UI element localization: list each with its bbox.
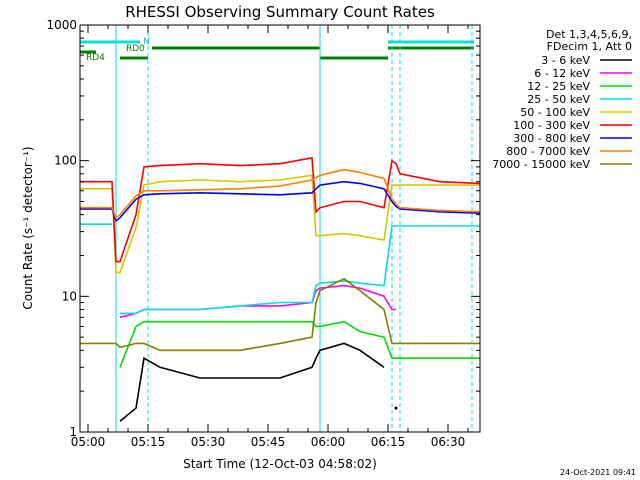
series-800-7000-kev	[80, 168, 481, 219]
att-state-label: RD0	[126, 44, 145, 54]
series-50-100-kev	[80, 174, 480, 274]
x-tick-label: 06:00	[311, 435, 346, 449]
legend-entry-label: 12 - 25 keV	[527, 80, 590, 93]
legend-header: FDecim 1, Att 0	[547, 40, 632, 53]
series-line	[80, 156, 481, 263]
series-3-6-kev	[119, 342, 398, 422]
legend-entry-label: 300 - 800 keV	[513, 132, 590, 145]
series-line	[119, 284, 396, 319]
legend-entry-label: 3 - 6 keV	[541, 54, 590, 67]
legend-entry-label: 800 - 7000 keV	[506, 145, 590, 158]
series-line	[80, 174, 480, 274]
y-axis-label: Count Rate (s⁻¹ detector⁻¹)	[21, 146, 35, 309]
plot-frame	[79, 24, 481, 433]
series-6-12-kev	[119, 284, 396, 319]
legend-entry-label: 6 - 12 keV	[534, 67, 590, 80]
axes: 1 10 100 1000 05:00 05:15 05:30 05:45 06:00 06:15…	[46, 18, 481, 449]
x-tick-label: 05:15	[131, 435, 166, 449]
y-tick-label: 1	[69, 425, 77, 439]
series-point	[394, 406, 398, 410]
att-state-label: N	[143, 37, 150, 47]
legend-entry-label: 50 - 100 keV	[520, 106, 590, 119]
y-tick-label: 1000	[46, 18, 77, 32]
series-line	[119, 320, 480, 368]
chart-title: RHESSI Observing Summary Count Rates	[125, 3, 435, 21]
time-markers	[115, 25, 473, 432]
series-line	[119, 342, 385, 422]
x-axis-label: Start Time (12-Oct-03 04:58:02)	[183, 457, 377, 471]
att-state-label: RD4	[86, 53, 105, 63]
legend-entry-label: 25 - 50 keV	[527, 93, 590, 106]
series-line	[120, 225, 480, 315]
x-tick-label: 05:00	[71, 435, 106, 449]
timestamp: 24-Oct-2021 09:41	[560, 468, 636, 477]
y-tick-label: 100	[54, 154, 77, 168]
y-tick-label: 10	[62, 289, 77, 303]
series-12-25-kev	[119, 320, 480, 368]
series-line	[80, 180, 481, 223]
legend-entry-label: 7000 - 15000 keV	[492, 158, 590, 171]
legend-entry-label: 100 - 300 keV	[513, 119, 590, 132]
x-tick-label: 06:30	[431, 435, 466, 449]
x-tick-label: 05:30	[191, 435, 226, 449]
series-300-800-kev	[80, 180, 481, 223]
series-100-300-kev	[80, 156, 481, 263]
x-tick-label: 06:15	[371, 435, 406, 449]
legend-header: Det 1,3,4,5,6,9,	[546, 28, 632, 41]
series-line	[80, 168, 481, 219]
series-25-50-kev	[80, 223, 480, 315]
x-tick-label: 05:45	[251, 435, 286, 449]
series-7000-15000-kev	[80, 277, 480, 352]
series-line	[80, 277, 480, 352]
legend: Det 1,3,4,5,6,9,FDecim 1, Att 03 - 6 keV…	[492, 28, 632, 171]
